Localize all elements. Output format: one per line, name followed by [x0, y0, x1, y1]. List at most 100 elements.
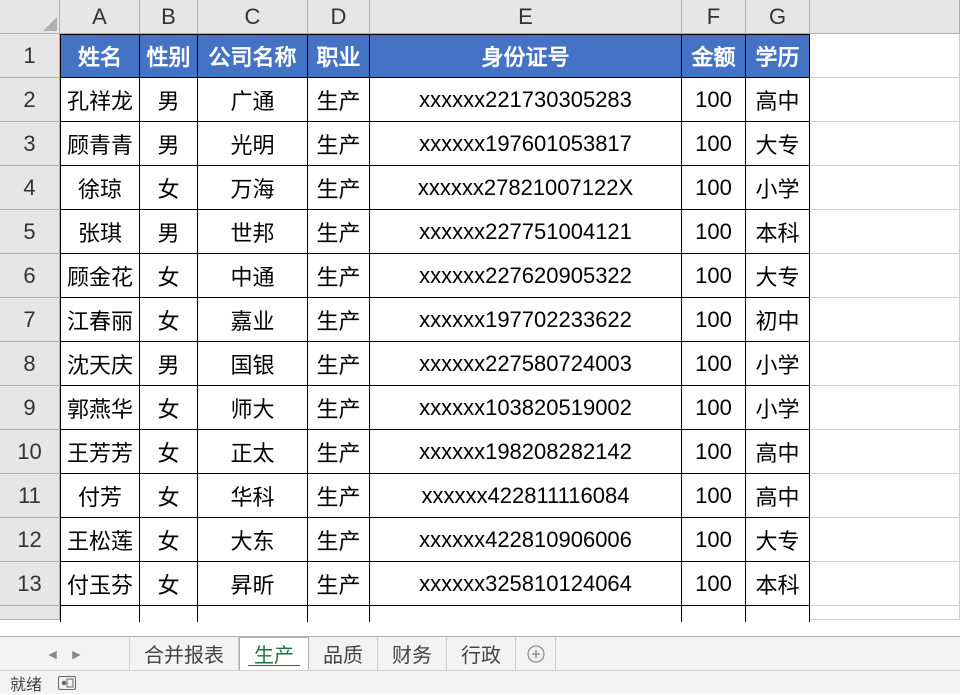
row-header[interactable]: 2	[0, 78, 60, 122]
table-cell[interactable]	[308, 606, 370, 622]
table-cell[interactable]: 高中	[746, 430, 810, 474]
tab-nav-next-icon[interactable]: ►	[70, 646, 84, 662]
table-cell[interactable]: 100	[682, 254, 746, 298]
table-cell[interactable]	[60, 606, 140, 622]
table-cell[interactable]: 男	[140, 78, 198, 122]
row-header[interactable]: 9	[0, 386, 60, 430]
table-cell[interactable]: 广通	[198, 78, 308, 122]
table-cell[interactable]: xxxxxx27821007122X	[370, 166, 682, 210]
table-cell[interactable]: 昇昕	[198, 562, 308, 606]
tab-nav-buttons[interactable]: ◄ ►	[0, 637, 130, 670]
table-cell[interactable]: 大专	[746, 122, 810, 166]
sheet-tab[interactable]: 合并报表	[130, 637, 239, 670]
table-cell[interactable]: 小学	[746, 342, 810, 386]
table-cell[interactable]: 王松莲	[60, 518, 140, 562]
table-header-cell[interactable]: 金额	[682, 34, 746, 78]
table-cell[interactable]: 付玉芬	[60, 562, 140, 606]
row-header[interactable]: 11	[0, 474, 60, 518]
table-cell[interactable]: 男	[140, 210, 198, 254]
table-cell[interactable]: 100	[682, 78, 746, 122]
table-cell[interactable]: 光明	[198, 122, 308, 166]
table-cell[interactable]: 徐琼	[60, 166, 140, 210]
table-cell[interactable]: 万海	[198, 166, 308, 210]
table-cell[interactable]: 女	[140, 298, 198, 342]
table-cell[interactable]: 100	[682, 562, 746, 606]
table-cell[interactable]: 生产	[308, 562, 370, 606]
table-cell[interactable]: 生产	[308, 122, 370, 166]
table-cell[interactable]: 江春丽	[60, 298, 140, 342]
row-header[interactable]: 5	[0, 210, 60, 254]
empty-cell[interactable]	[810, 122, 960, 166]
empty-cell[interactable]	[810, 606, 960, 620]
table-cell[interactable]: 生产	[308, 386, 370, 430]
table-cell[interactable]: xxxxxx422811116084	[370, 474, 682, 518]
table-cell[interactable]: 大专	[746, 518, 810, 562]
sheet-tab[interactable]: 财务	[378, 637, 447, 670]
row-header[interactable]: 13	[0, 562, 60, 606]
column-header-C[interactable]: C	[198, 0, 308, 34]
empty-cell[interactable]	[810, 474, 960, 518]
table-cell[interactable]: 生产	[308, 474, 370, 518]
table-cell[interactable]: 初中	[746, 298, 810, 342]
table-cell[interactable]: 女	[140, 166, 198, 210]
table-cell[interactable]: xxxxxx422810906006	[370, 518, 682, 562]
macro-record-icon[interactable]	[58, 676, 76, 690]
empty-cell[interactable]	[810, 298, 960, 342]
empty-cell[interactable]	[810, 562, 960, 606]
add-sheet-button[interactable]	[516, 637, 556, 670]
table-cell[interactable]: 男	[140, 122, 198, 166]
row-header[interactable]: 4	[0, 166, 60, 210]
table-cell[interactable]	[198, 606, 308, 622]
empty-cell[interactable]	[810, 166, 960, 210]
table-cell[interactable]: 男	[140, 342, 198, 386]
row-header[interactable]: 1	[0, 34, 60, 78]
table-cell[interactable]: 王芳芳	[60, 430, 140, 474]
row-header[interactable]	[0, 606, 60, 620]
table-header-cell[interactable]: 学历	[746, 34, 810, 78]
table-header-cell[interactable]: 公司名称	[198, 34, 308, 78]
table-cell[interactable]: 100	[682, 474, 746, 518]
sheet-tab[interactable]: 品质	[309, 637, 378, 670]
table-cell[interactable]: 女	[140, 518, 198, 562]
table-cell[interactable]	[370, 606, 682, 622]
column-header-E[interactable]: E	[370, 0, 682, 34]
row-header[interactable]: 6	[0, 254, 60, 298]
table-cell[interactable]: 100	[682, 122, 746, 166]
empty-cell[interactable]	[810, 78, 960, 122]
table-cell[interactable]: 国银	[198, 342, 308, 386]
table-cell[interactable]: 大专	[746, 254, 810, 298]
table-cell[interactable]: 生产	[308, 210, 370, 254]
table-cell[interactable]: xxxxxx221730305283	[370, 78, 682, 122]
table-cell[interactable]: xxxxxx227620905322	[370, 254, 682, 298]
table-cell[interactable]: 100	[682, 518, 746, 562]
row-header[interactable]: 8	[0, 342, 60, 386]
table-cell[interactable]: 生产	[308, 78, 370, 122]
table-cell[interactable]: 女	[140, 386, 198, 430]
table-cell[interactable]: 小学	[746, 166, 810, 210]
table-cell[interactable]: 生产	[308, 166, 370, 210]
table-cell[interactable]: 女	[140, 430, 198, 474]
table-cell[interactable]: 本科	[746, 210, 810, 254]
table-header-cell[interactable]: 性别	[140, 34, 198, 78]
table-cell[interactable]: 100	[682, 166, 746, 210]
row-header[interactable]: 7	[0, 298, 60, 342]
table-cell[interactable]: xxxxxx325810124064	[370, 562, 682, 606]
table-cell[interactable]: 100	[682, 210, 746, 254]
table-cell[interactable]: 小学	[746, 386, 810, 430]
table-cell[interactable]: 郭燕华	[60, 386, 140, 430]
empty-cell[interactable]	[810, 386, 960, 430]
table-cell[interactable]: 世邦	[198, 210, 308, 254]
table-cell[interactable]: 沈天庆	[60, 342, 140, 386]
table-cell[interactable]: xxxxxx198208282142	[370, 430, 682, 474]
table-cell[interactable]: 100	[682, 386, 746, 430]
table-cell[interactable]: 100	[682, 298, 746, 342]
table-cell[interactable]: 女	[140, 562, 198, 606]
table-cell[interactable]	[746, 606, 810, 622]
table-cell[interactable]: 100	[682, 342, 746, 386]
table-cell[interactable]: 大东	[198, 518, 308, 562]
table-cell[interactable]: 女	[140, 254, 198, 298]
column-header-A[interactable]: A	[60, 0, 140, 34]
sheet-tab[interactable]: 行政	[447, 637, 516, 670]
table-cell[interactable]: xxxxxx103820519002	[370, 386, 682, 430]
column-header-D[interactable]: D	[308, 0, 370, 34]
